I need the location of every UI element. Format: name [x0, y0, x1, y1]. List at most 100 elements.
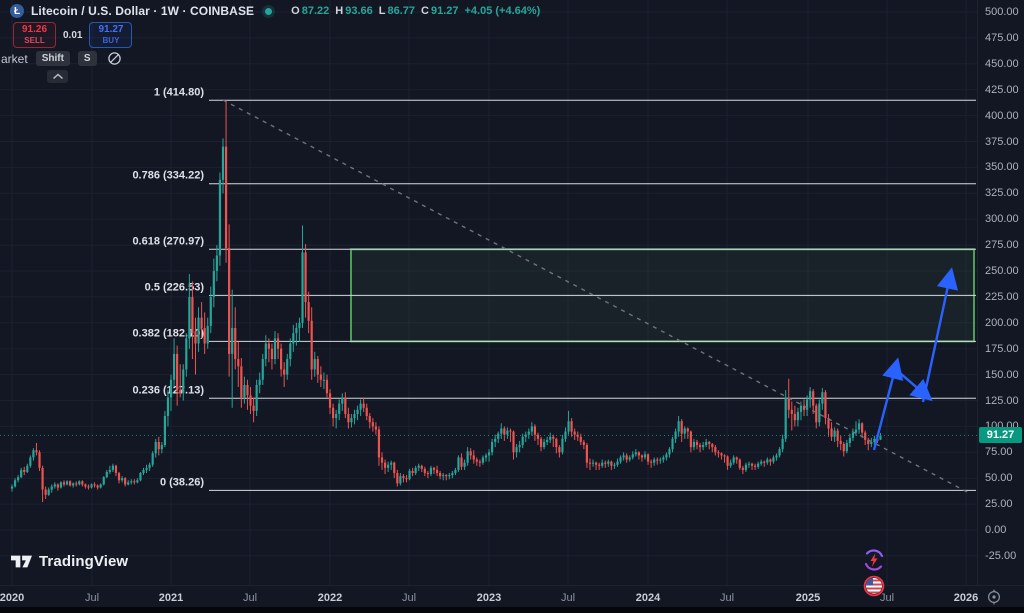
candle-body [763, 461, 766, 463]
candle-body [212, 271, 215, 297]
candle-body [374, 426, 378, 430]
candle-body [56, 484, 59, 488]
candle-body [653, 459, 656, 463]
candle-body [702, 445, 705, 448]
candle-body [659, 459, 662, 461]
candle-body [662, 457, 665, 460]
fib-level-label: 0.618 (270.97) [132, 235, 204, 247]
candle-body [289, 343, 292, 360]
candle-body [815, 405, 818, 423]
candle-body [460, 457, 463, 467]
candle-body [347, 413, 350, 423]
scales-settings-icon[interactable] [986, 589, 1002, 605]
projection-arrow[interactable] [921, 267, 959, 403]
candle-body [830, 428, 833, 437]
hidden-eye-icon[interactable] [107, 51, 122, 66]
candle-body [714, 447, 717, 453]
buy-label: BUY [102, 35, 120, 45]
sell-button[interactable]: 91.26 SELL [13, 22, 56, 48]
candle-body [295, 327, 298, 334]
candle-body [102, 477, 105, 485]
refresh-bolt-icon[interactable] [861, 547, 887, 573]
candle-body [598, 464, 601, 466]
candle-body [732, 457, 735, 463]
candle-body [411, 470, 414, 474]
candle-body [677, 421, 680, 432]
candle-body [72, 483, 75, 486]
candle-body [552, 436, 555, 439]
candle-body [521, 436, 524, 446]
candle-body [258, 379, 261, 385]
candle-body [809, 391, 812, 400]
buy-button[interactable]: 91.27 BUY [89, 22, 133, 48]
candle-body [491, 441, 494, 453]
candle-body [757, 463, 760, 467]
candle-body [429, 467, 433, 475]
candle-body [439, 473, 442, 477]
candle-body [735, 457, 738, 460]
candle-body [729, 462, 732, 466]
candle-body [194, 333, 197, 344]
dashed-trendline[interactable] [222, 99, 972, 495]
time-tick-label: Jul [719, 592, 735, 604]
fib-level-label: 1 (414.80) [154, 86, 204, 98]
candle-body [536, 434, 540, 439]
price-tick-label: 225.00 [985, 290, 1019, 303]
candle-body [836, 430, 839, 441]
collapse-panel-button[interactable] [47, 70, 68, 83]
candle-body [179, 390, 182, 394]
candle-body [524, 434, 527, 437]
buy-price: 91.27 [98, 23, 124, 35]
candle-body [111, 465, 115, 470]
candle-body [790, 409, 793, 414]
candle-body [848, 437, 851, 443]
symbol-title[interactable]: Litecoin / U.S. Dollar · 1W · COINBASE [31, 4, 255, 18]
candle-body [567, 421, 570, 432]
candle-body [69, 481, 72, 486]
time-tick-label: Jul [401, 592, 417, 604]
candle-body [799, 405, 803, 412]
candle-body [405, 478, 408, 480]
candle-body [604, 462, 607, 464]
chevron-up-icon [52, 73, 63, 80]
candle-body [62, 482, 66, 485]
candle-body [579, 436, 582, 442]
candle-body [695, 441, 699, 446]
candle-body [564, 431, 567, 439]
us-flag-icon[interactable] [862, 574, 886, 598]
candle-body [708, 441, 711, 445]
candle-body [585, 445, 589, 463]
candle-body [787, 397, 790, 410]
candle-body [59, 482, 63, 488]
candle-body [622, 455, 625, 458]
candle-body [506, 430, 509, 435]
candle-body [503, 428, 506, 435]
candle-body [656, 459, 659, 461]
candle-body [601, 462, 604, 466]
order-type-label: Market [0, 51, 28, 66]
tradingview-logo[interactable]: TradingView [11, 553, 128, 570]
candle-body [387, 464, 390, 468]
price-tick-label: 175.00 [985, 342, 1019, 355]
projection-arrow[interactable] [872, 357, 904, 451]
candle-body [665, 454, 668, 458]
candle-body [292, 333, 295, 344]
price-tick-label: 475.00 [985, 31, 1019, 44]
projection-arrow[interactable] [892, 366, 933, 402]
price-axis[interactable]: 500.00 475.00 450.00 425.00 400.00 375.00 350.… [977, 0, 1024, 585]
candle-body [26, 465, 29, 472]
candle-body [472, 455, 475, 460]
sell-label: SELL [24, 35, 45, 45]
candle-body [867, 439, 870, 445]
chart-pane[interactable]: 1 (414.80) 0.786 (334.22) 0.618 (270.97) 0.… [0, 0, 977, 585]
candle-body [96, 485, 99, 488]
candle-body [142, 469, 145, 474]
candle-body [741, 467, 744, 470]
candle-body [683, 428, 686, 434]
candle-body [812, 391, 815, 406]
candle-body [469, 451, 472, 456]
candle-body [209, 296, 212, 326]
candle-body [197, 317, 200, 344]
candle-body [310, 320, 313, 370]
candle-body [692, 441, 696, 448]
